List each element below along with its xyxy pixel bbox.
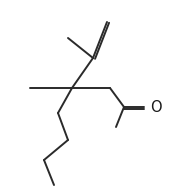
Text: O: O: [150, 99, 162, 114]
